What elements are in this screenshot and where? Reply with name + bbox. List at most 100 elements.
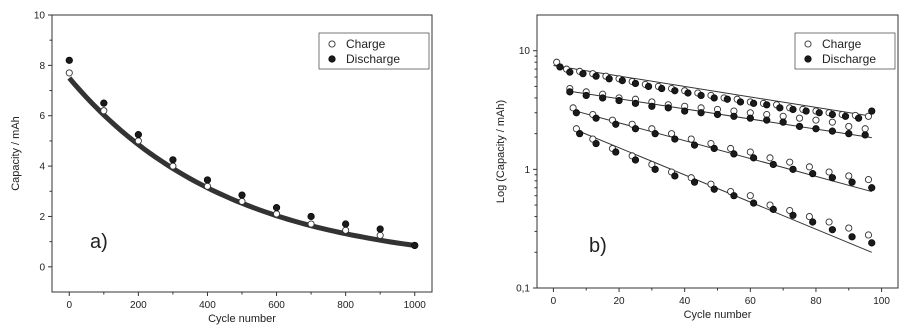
discharge-point — [203, 176, 212, 184]
charge-point — [805, 163, 813, 171]
discharge-point — [671, 87, 679, 95]
panel-label: a) — [90, 231, 108, 253]
discharge-point — [710, 94, 718, 102]
discharge-point — [795, 122, 804, 131]
discharge-point — [631, 79, 640, 88]
charge-point — [569, 104, 577, 112]
discharge-point — [376, 225, 384, 233]
chart-panel-b: 0 20 40 60 80 100 0,1 1 10 Cycle number Log (Capac… — [495, 14, 899, 321]
discharge-point — [566, 88, 574, 96]
charge-point — [668, 130, 676, 138]
discharge-point — [868, 184, 876, 192]
discharge-point — [664, 104, 672, 112]
y-tick-label: 10 — [34, 11, 46, 22]
x-tick-label: 40 — [679, 296, 691, 307]
charge-point — [648, 160, 656, 168]
x-tick-label: 0 — [66, 300, 72, 311]
charge-point — [376, 231, 384, 239]
charge-point — [786, 158, 794, 166]
discharge-point — [713, 110, 722, 119]
x-axis-label: Cycle number — [684, 309, 752, 321]
discharge-point — [272, 204, 281, 212]
discharge-point — [848, 178, 856, 186]
charge-point — [861, 125, 869, 133]
discharge-point — [579, 70, 587, 78]
discharge-point — [631, 99, 640, 107]
charge-point — [828, 118, 836, 126]
y-tick-label: 10 — [519, 46, 531, 57]
x-axis-label: Cycle number — [208, 313, 276, 325]
discharge-point — [572, 109, 580, 117]
charge-point — [864, 112, 873, 120]
discharge-point — [612, 120, 620, 128]
discharge-point — [605, 75, 613, 83]
discharge-point — [612, 148, 620, 156]
charge-point — [342, 226, 350, 234]
x-tick-label: 800 — [337, 300, 354, 311]
discharge-point — [845, 130, 853, 138]
discharge-point — [730, 150, 738, 158]
discharge-point — [789, 165, 797, 173]
discharge-point — [592, 139, 600, 148]
discharge-point — [615, 96, 623, 105]
y-tick-label: 2 — [39, 212, 45, 223]
discharge-point — [730, 112, 738, 120]
charge-point — [786, 206, 794, 215]
discharge-point — [746, 114, 754, 122]
charge-point — [746, 148, 754, 156]
discharge-point — [802, 107, 810, 115]
charge-point — [707, 140, 715, 148]
x-tick-label: 200 — [130, 300, 147, 311]
discharge-point — [779, 118, 787, 126]
discharge-point — [631, 125, 640, 133]
discharge-point — [697, 109, 705, 117]
charge-point — [687, 135, 695, 143]
discharge-point — [763, 116, 771, 124]
charge-point — [825, 218, 833, 226]
discharge-point — [644, 82, 653, 91]
discharge-point — [789, 105, 797, 114]
discharge-point — [65, 56, 73, 64]
discharge-point — [848, 233, 856, 241]
discharge-point — [690, 141, 699, 149]
discharge-point — [169, 156, 177, 164]
discharge-point — [841, 112, 850, 120]
x-tick-label: 60 — [745, 296, 757, 307]
x-tick-label: 80 — [810, 296, 822, 307]
x-tick-label: 600 — [268, 300, 285, 311]
discharge-point — [648, 102, 656, 110]
discharge-point — [861, 131, 869, 139]
discharge-point — [776, 104, 784, 112]
discharge-point — [809, 170, 817, 178]
discharge-point — [592, 72, 600, 80]
legend-label: Charge — [822, 37, 862, 51]
discharge-point — [697, 91, 705, 100]
charge-point — [864, 176, 873, 184]
discharge-point — [749, 154, 758, 162]
discharge-point — [763, 101, 771, 109]
discharge-point — [828, 127, 836, 135]
discharge-point — [658, 84, 666, 93]
charge-point — [707, 180, 715, 188]
discharge-point — [671, 172, 679, 180]
discharge-point — [566, 68, 574, 76]
charge-point — [795, 114, 804, 122]
discharge-point — [681, 107, 689, 115]
charge-point — [648, 125, 656, 133]
y-axis-label: Log (Capacity / mAh) — [495, 100, 507, 203]
discharge-point — [812, 125, 820, 133]
charge-point — [169, 162, 177, 170]
charge-point — [272, 210, 281, 218]
charge-point — [553, 58, 561, 66]
x-tick-label: 100 — [873, 296, 890, 307]
discharge-point — [134, 131, 142, 139]
discharge-point — [736, 98, 745, 106]
y-tick-label: 8 — [39, 61, 45, 72]
discharge-point — [868, 239, 876, 247]
discharge-point — [618, 76, 626, 85]
discharge-point — [576, 130, 584, 138]
discharge-point — [749, 99, 758, 107]
x-tick-label: 20 — [613, 296, 625, 307]
charge-point — [203, 182, 212, 190]
